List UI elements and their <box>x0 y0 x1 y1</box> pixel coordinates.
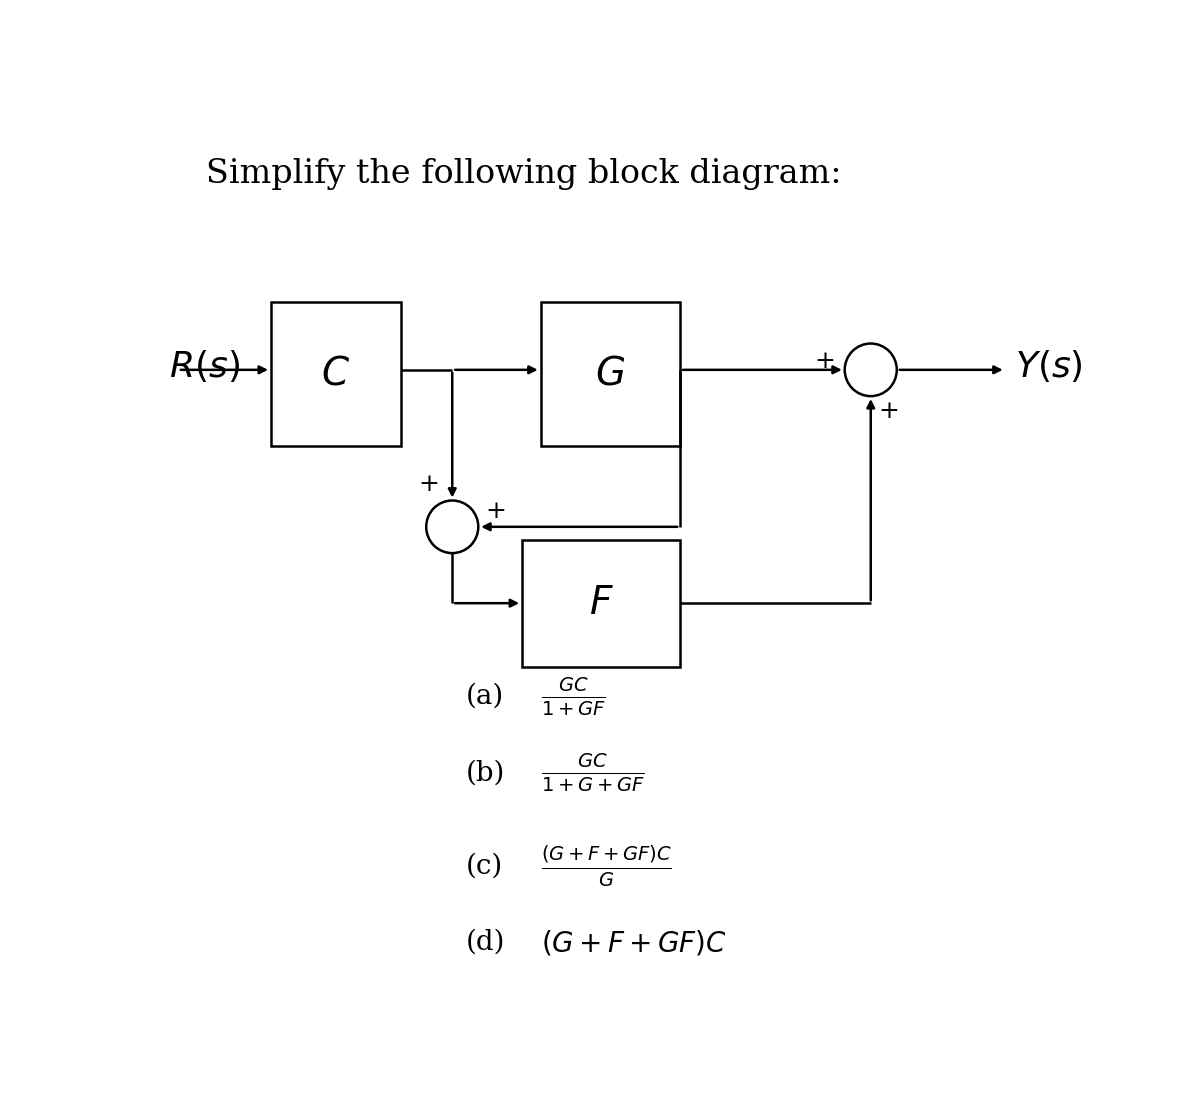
Bar <box>522 540 680 667</box>
Text: $R(s)$: $R(s)$ <box>168 347 240 383</box>
Text: (b): (b) <box>467 759 505 787</box>
Text: (d): (d) <box>467 929 505 957</box>
Text: $Y(s)$: $Y(s)$ <box>1015 347 1082 383</box>
Text: $(G + F + GF)C$: $(G + F + GF)C$ <box>540 928 726 958</box>
Text: +: + <box>815 350 835 374</box>
Text: $C$: $C$ <box>322 356 350 392</box>
Text: (a): (a) <box>467 683 504 710</box>
Bar <box>271 302 401 446</box>
Text: $\frac{GC}{1+G+GF}$: $\frac{GC}{1+G+GF}$ <box>540 752 644 793</box>
Text: $\frac{GC}{1+GF}$: $\frac{GC}{1+GF}$ <box>540 676 605 717</box>
Text: Simplify the following block diagram:: Simplify the following block diagram: <box>206 158 841 190</box>
Text: +: + <box>486 499 506 522</box>
Text: $G$: $G$ <box>595 356 625 392</box>
Text: (c): (c) <box>467 853 504 879</box>
Bar <box>540 302 680 446</box>
Text: +: + <box>878 400 899 423</box>
Text: $F$: $F$ <box>589 585 613 622</box>
Text: $\frac{(G+F+GF)C}{G}$: $\frac{(G+F+GF)C}{G}$ <box>540 843 672 889</box>
Text: +: + <box>419 473 439 496</box>
